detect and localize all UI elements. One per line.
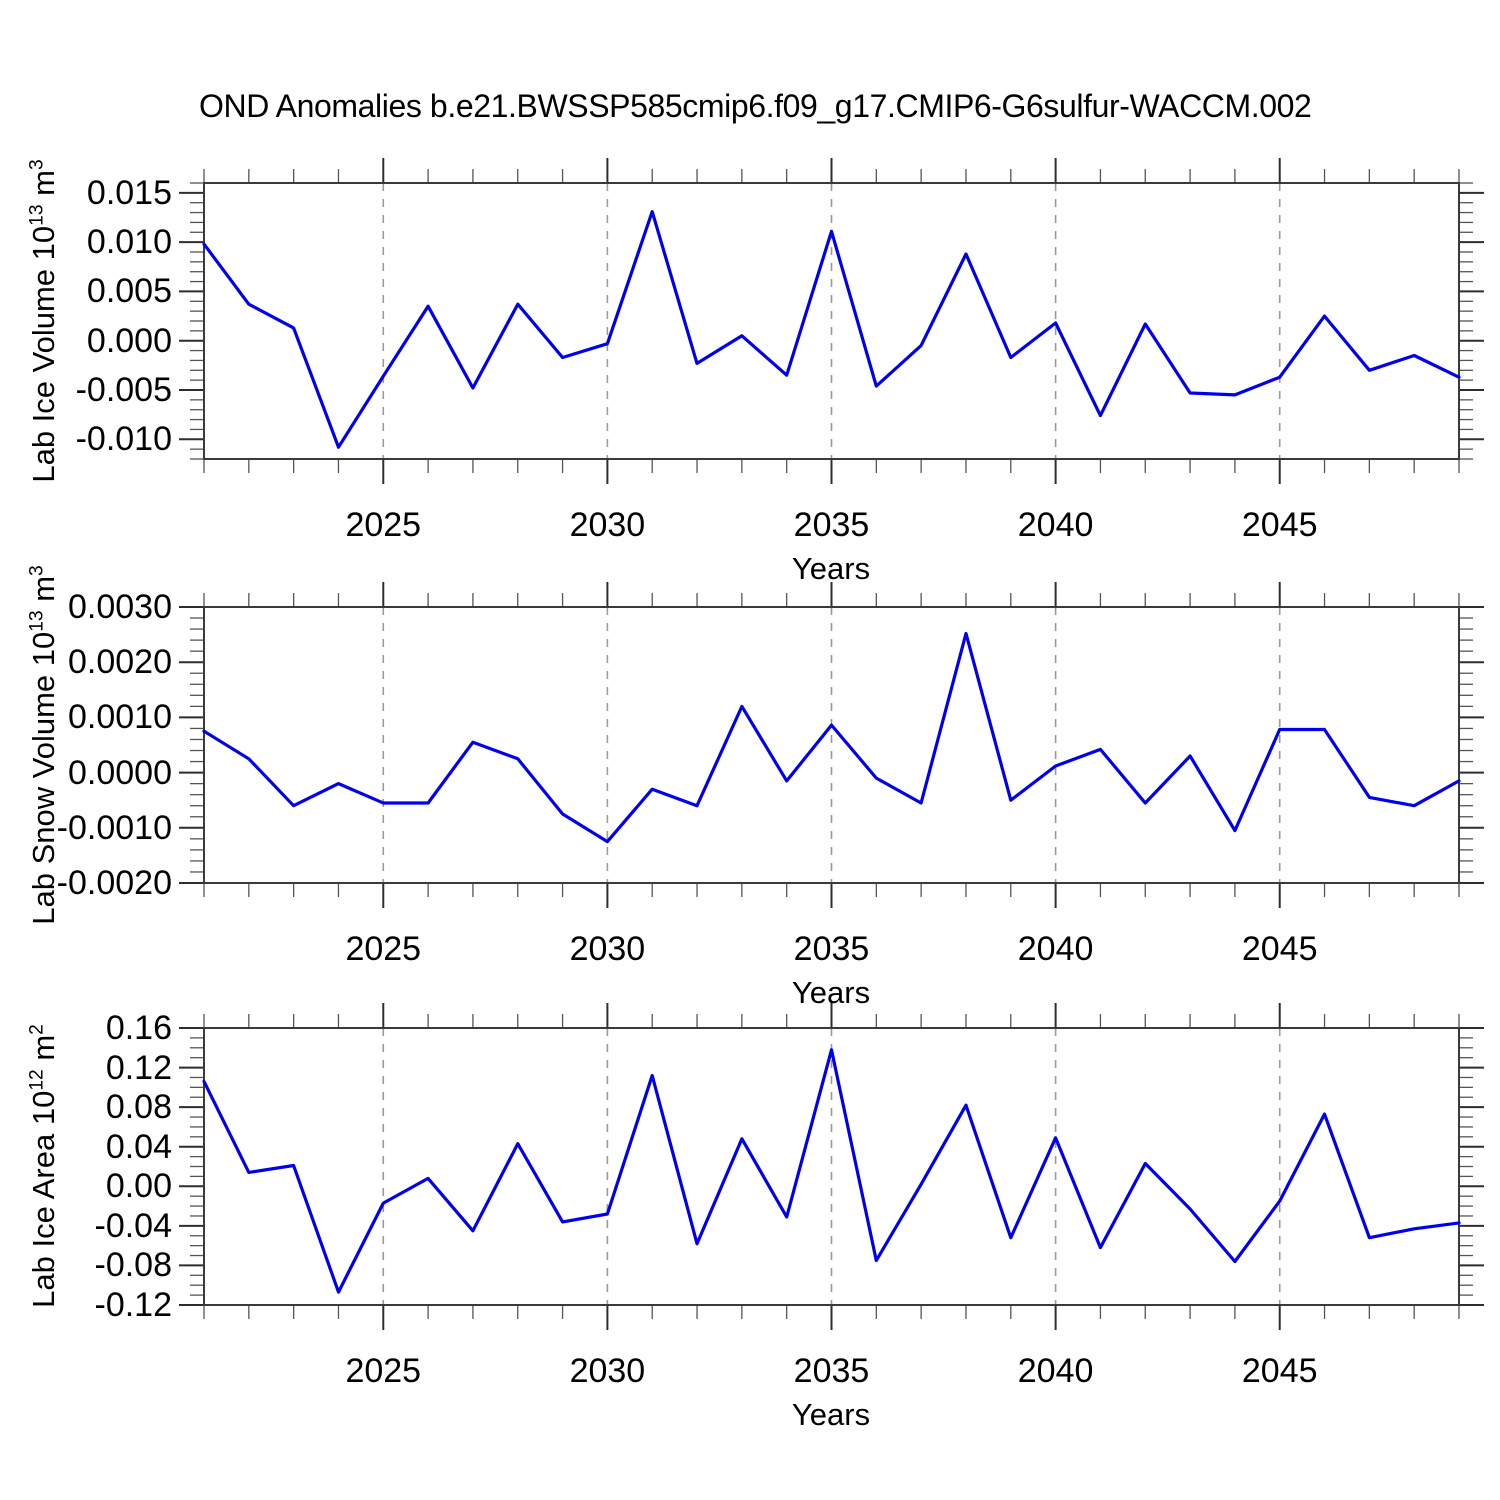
y-tick-label: -0.005 bbox=[75, 371, 172, 409]
y-tick-label: -0.04 bbox=[94, 1206, 173, 1245]
y-tick-label: -0.08 bbox=[94, 1246, 173, 1285]
exponent: 13 bbox=[26, 204, 48, 226]
panel-lab-ice-area bbox=[179, 1003, 1484, 1330]
y-tick-label: 0.12 bbox=[105, 1048, 172, 1087]
x-tick-label: 2045 bbox=[1241, 930, 1318, 968]
x-tick-label: 2035 bbox=[793, 506, 870, 544]
x-tick-label: 2030 bbox=[569, 930, 646, 968]
y-axis-label-text: Lab Ice Volume 10 bbox=[26, 225, 61, 483]
panel-lab-snow-volume bbox=[179, 582, 1484, 908]
x-tick-label: 2025 bbox=[345, 930, 422, 968]
exponent: 13 bbox=[26, 610, 48, 632]
y-axis-label-snow-volume: Lab Snow Volume 1013 m3 bbox=[26, 565, 62, 925]
y-tick-label: -0.0020 bbox=[56, 864, 172, 902]
x-tick-label: 2040 bbox=[1017, 1352, 1094, 1390]
data-line-lab-ice-area bbox=[202, 1048, 1461, 1294]
x-tick-label: 2035 bbox=[793, 1352, 870, 1390]
x-tick-label: 2045 bbox=[1241, 506, 1318, 544]
x-tick-label: 2030 bbox=[569, 506, 646, 544]
y-tick-label: 0.16 bbox=[105, 1009, 172, 1047]
y-axis-label-text: Lab Snow Volume 10 bbox=[26, 631, 61, 925]
y-tick-label: -0.12 bbox=[94, 1286, 173, 1324]
y-axis-label-unit: m bbox=[26, 170, 61, 205]
x-tick-label: 2040 bbox=[1017, 506, 1094, 544]
x-axis-label-years-panel3: Years bbox=[791, 1397, 871, 1432]
y-axis-label-unit: m bbox=[26, 575, 61, 611]
y-tick-label: -0.0010 bbox=[56, 808, 172, 847]
y-tick-label: 0.0000 bbox=[68, 753, 172, 792]
x-tick-label: 2025 bbox=[345, 506, 422, 544]
x-tick-label: 2040 bbox=[1017, 930, 1094, 968]
y-tick-label: -0.010 bbox=[75, 420, 172, 459]
y-tick-label: 0.0020 bbox=[68, 643, 172, 682]
unit-exponent: 2 bbox=[26, 1024, 48, 1035]
y-axis-label-ice-area: Lab Ice Area 1012 m2 bbox=[26, 1024, 62, 1308]
x-tick-label: 2030 bbox=[569, 1352, 646, 1390]
y-tick-label: 0.08 bbox=[105, 1088, 172, 1127]
y-tick-label: 0.000 bbox=[86, 321, 172, 360]
exponent: 12 bbox=[26, 1069, 48, 1091]
y-tick-label: 0.005 bbox=[86, 272, 172, 311]
y-tick-label: 0.015 bbox=[86, 173, 172, 212]
x-axis-label-years-panel2: Years bbox=[791, 975, 871, 1010]
panel-lab-ice-volume bbox=[179, 158, 1484, 484]
y-tick-label: 0.0010 bbox=[68, 698, 172, 737]
x-tick-label: 2025 bbox=[345, 1352, 422, 1390]
y-tick-label: 0.04 bbox=[105, 1127, 172, 1166]
x-tick-label: 2035 bbox=[793, 930, 870, 968]
plot-border bbox=[203, 182, 1460, 460]
figure-title: OND Anomalies b.e21.BWSSP585cmip6.f09_g1… bbox=[199, 88, 1312, 124]
data-line-lab-ice-volume bbox=[202, 210, 1461, 449]
plot-border bbox=[203, 606, 1460, 884]
y-tick-label: 0.00 bbox=[105, 1167, 172, 1206]
x-tick-label: 2045 bbox=[1241, 1352, 1318, 1390]
plot-border bbox=[203, 1027, 1460, 1306]
y-axis-label-ice-volume: Lab Ice Volume 1013 m3 bbox=[26, 159, 62, 482]
y-axis-label-text: Lab Ice Area 10 bbox=[26, 1090, 61, 1308]
x-axis-label-years-panel1: Years bbox=[791, 551, 871, 586]
y-tick-label: 0.0030 bbox=[68, 588, 172, 626]
y-tick-label: 0.010 bbox=[86, 223, 172, 262]
unit-exponent: 3 bbox=[26, 565, 48, 576]
unit-exponent: 3 bbox=[26, 159, 48, 171]
data-line-lab-snow-volume bbox=[202, 631, 1461, 844]
y-axis-label-unit: m bbox=[26, 1034, 61, 1070]
